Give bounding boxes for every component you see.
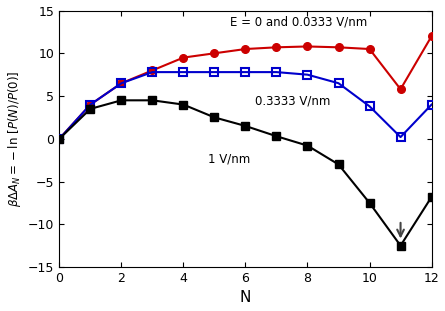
Text: 1 V/nm: 1 V/nm [208,153,251,166]
Text: 0.3333 V/nm: 0.3333 V/nm [255,95,330,108]
Y-axis label: $\beta\Delta A_N = -\ln\,[P(N)/P(0)]$: $\beta\Delta A_N = -\ln\,[P(N)/P(0)]$ [5,71,23,207]
Text: E = 0 and 0.0333 V/nm: E = 0 and 0.0333 V/nm [230,16,367,29]
X-axis label: N: N [240,290,251,305]
